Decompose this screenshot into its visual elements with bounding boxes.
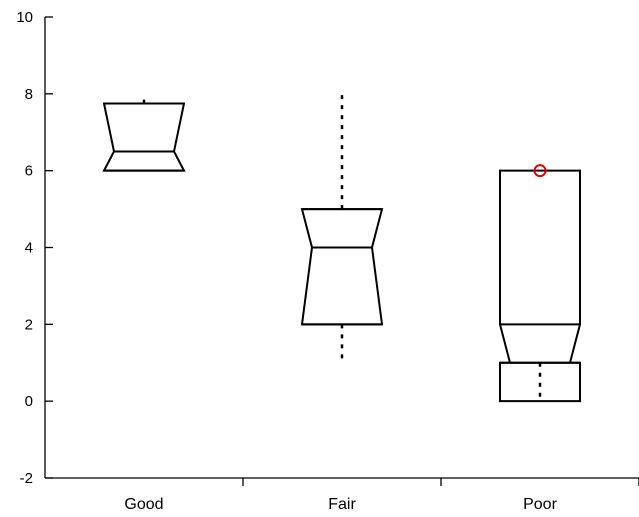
y-tick-label: 0 [25,393,33,410]
x-category-label: Good [124,496,163,513]
x-category-label: Poor [523,496,557,513]
y-tick-label: 2 [25,316,33,333]
box-good [102,102,186,172]
x-category-label: Fair [328,496,356,513]
y-tick-label: 4 [25,240,33,257]
y-tick-label: 10 [16,9,33,26]
y-tick-label: 8 [25,86,33,103]
box-fair [300,208,384,326]
y-tick-label: 6 [25,163,33,180]
y-tick-label: -2 [20,470,33,487]
box-poor [499,169,581,403]
outlier-point [533,164,547,178]
